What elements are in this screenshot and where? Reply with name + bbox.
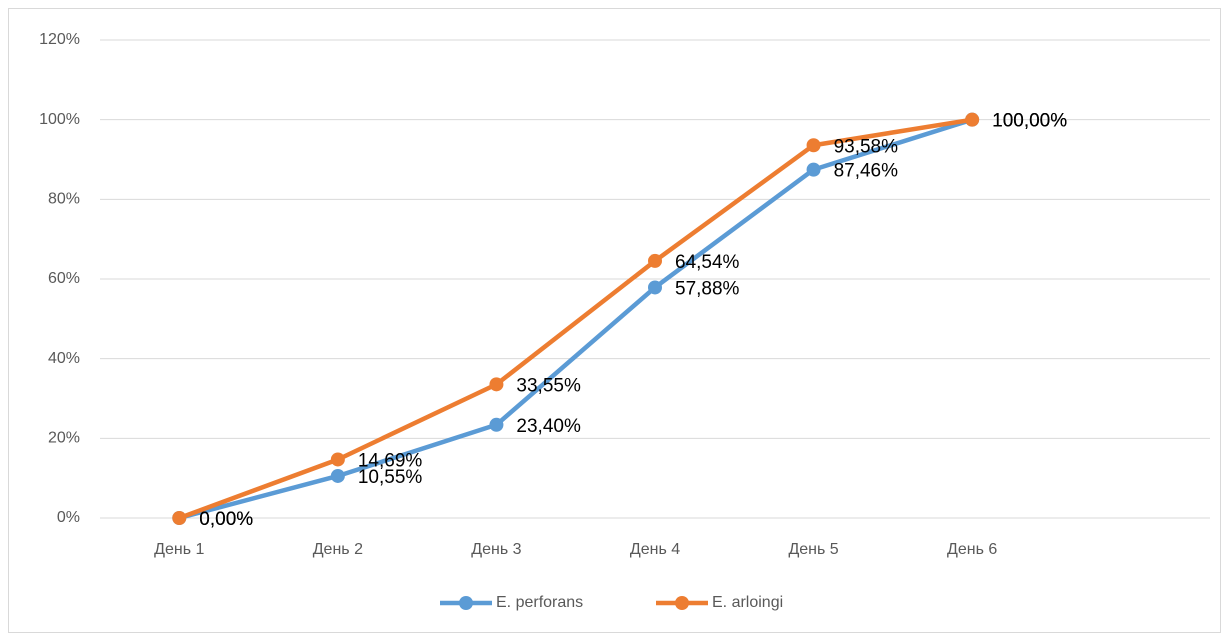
data-point: [806, 138, 821, 153]
y-tick-label: 40%: [48, 350, 80, 367]
x-tick-label: День 4: [630, 541, 680, 558]
legend-marker: [675, 596, 689, 610]
data-point: [172, 511, 187, 525]
y-tick-label: 60%: [48, 270, 80, 287]
data-label: 14,69%: [358, 451, 423, 472]
data-point: [648, 253, 662, 268]
data-label: 64,54%: [675, 252, 740, 273]
data-point: [489, 417, 504, 432]
data-label: 23,40%: [516, 416, 581, 437]
legend-label: E. arloingi: [712, 594, 783, 611]
x-tick-label: День 1: [154, 541, 204, 558]
data-label: 93,58%: [834, 136, 899, 157]
y-tick-label: 120%: [39, 31, 80, 48]
data-label: 10,55%: [358, 467, 423, 488]
data-point: [330, 452, 345, 467]
data-label: 100,00%: [992, 111, 1067, 132]
legend-label: E. perforans: [496, 594, 583, 611]
x-tick-label: День 6: [947, 541, 997, 558]
data-label: 87,46%: [834, 161, 899, 182]
x-tick-label: День 2: [313, 541, 363, 558]
legend-marker: [459, 596, 473, 610]
data-point: [806, 162, 821, 177]
x-tick-label: День 3: [471, 541, 521, 558]
y-tick-label: 100%: [39, 111, 80, 128]
y-tick-label: 0%: [57, 509, 80, 526]
data-point: [489, 377, 504, 392]
y-tick-label: 20%: [48, 430, 80, 447]
data-label: 0,00%: [199, 509, 253, 530]
y-tick-label: 80%: [48, 191, 80, 208]
data-label: 57,88%: [675, 278, 740, 299]
series-line: [178, 117, 973, 521]
data-point: [330, 468, 345, 483]
data-point: [965, 112, 980, 127]
data-label: 100,00%: [992, 111, 1067, 132]
x-tick-label: День 5: [788, 541, 838, 558]
data-label: 0,00%: [199, 509, 253, 530]
data-point: [648, 280, 662, 295]
series-line: [178, 117, 973, 521]
data-label: 33,55%: [516, 375, 581, 396]
